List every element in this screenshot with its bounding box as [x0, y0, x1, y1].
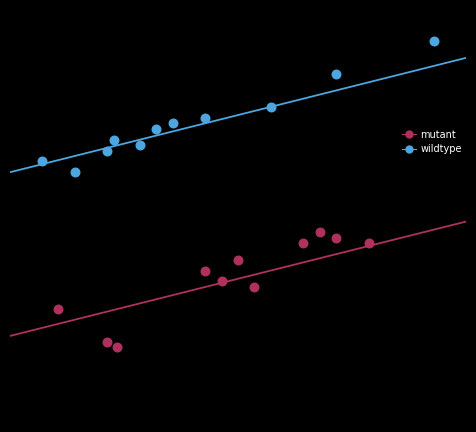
Legend: mutant, wildtype: mutant, wildtype — [402, 130, 462, 155]
Point — [250, 283, 258, 290]
Point — [113, 343, 121, 350]
Point — [71, 169, 79, 176]
Point — [55, 305, 62, 312]
Point — [316, 229, 323, 236]
Point — [104, 338, 111, 345]
Point — [332, 235, 340, 241]
Point — [136, 142, 144, 149]
Point — [332, 71, 340, 78]
Point — [234, 256, 242, 263]
Point — [153, 125, 160, 132]
Point — [169, 120, 177, 127]
Point — [104, 147, 111, 154]
Point — [39, 158, 46, 165]
Point — [299, 240, 307, 247]
Point — [218, 278, 226, 285]
Point — [201, 267, 209, 274]
Point — [365, 240, 372, 247]
Point — [430, 38, 437, 45]
Point — [110, 136, 118, 143]
Point — [201, 114, 209, 121]
Point — [267, 103, 275, 110]
